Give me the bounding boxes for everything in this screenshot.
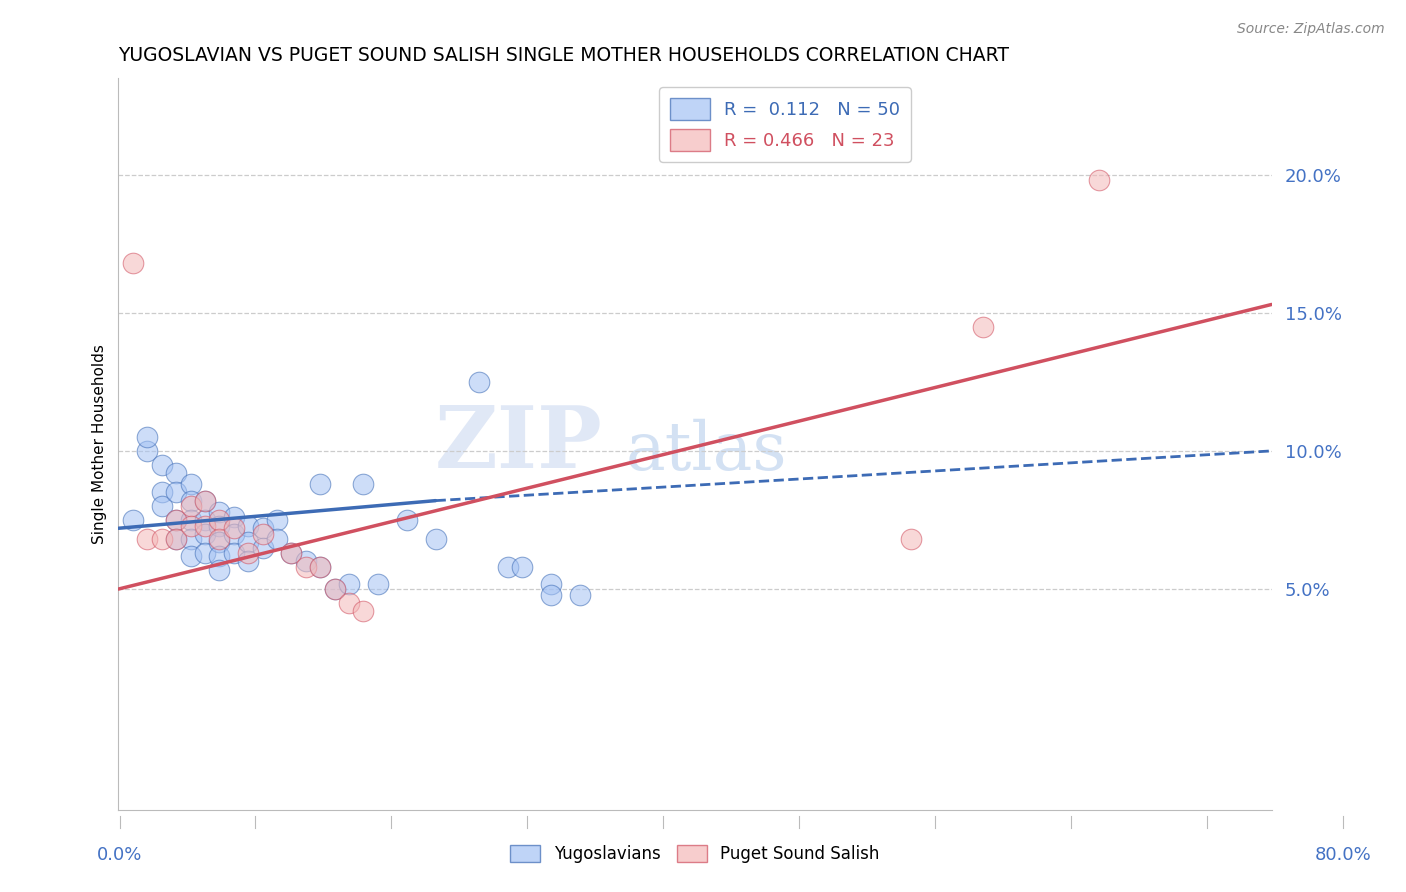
Point (194, 493, 217, 508)
Point (180, 513, 202, 527)
Point (337, 576, 360, 591)
Point (165, 513, 187, 527)
Point (309, 477, 332, 491)
Point (222, 546, 245, 560)
Point (136, 533, 159, 547)
Point (280, 546, 302, 560)
Text: Source: ZipAtlas.com: Source: ZipAtlas.com (1237, 22, 1385, 37)
Point (180, 477, 202, 491)
Point (252, 526, 274, 541)
Point (222, 510, 245, 524)
Point (568, 588, 591, 602)
Point (222, 526, 245, 541)
Point (121, 256, 143, 270)
Point (194, 493, 217, 508)
Legend: R =  0.112   N = 50, R = 0.466   N = 23: R = 0.112 N = 50, R = 0.466 N = 23 (659, 87, 911, 161)
Point (238, 546, 260, 560)
Point (208, 533, 231, 547)
Point (150, 458, 173, 472)
Point (165, 485, 187, 500)
Point (323, 582, 346, 596)
Point (136, 443, 159, 458)
Point (180, 533, 202, 547)
Point (208, 505, 231, 519)
Point (194, 526, 217, 541)
Point (252, 521, 274, 535)
Point (1087, 173, 1109, 187)
Point (540, 576, 562, 591)
Point (150, 485, 173, 500)
Point (194, 546, 217, 560)
Point (194, 518, 217, 533)
Point (194, 513, 217, 527)
Point (150, 533, 173, 547)
Point (165, 533, 187, 547)
Point (425, 533, 447, 547)
Point (165, 533, 187, 547)
Point (540, 588, 562, 602)
Point (222, 521, 245, 535)
Point (266, 533, 288, 547)
Point (252, 541, 274, 555)
Point (496, 560, 519, 574)
Point (323, 582, 346, 596)
Point (238, 554, 260, 568)
Point (309, 560, 332, 574)
Point (309, 560, 332, 574)
Point (121, 513, 143, 527)
Text: 0.0%: 0.0% (97, 846, 142, 863)
Point (295, 560, 318, 574)
Text: atlas: atlas (626, 418, 787, 484)
Point (150, 499, 173, 513)
Point (353, 604, 375, 618)
Point (165, 466, 187, 480)
Text: ZIP: ZIP (434, 402, 603, 486)
Point (266, 513, 288, 527)
Point (367, 576, 389, 591)
Point (165, 513, 187, 527)
Point (510, 560, 533, 574)
Point (208, 535, 231, 549)
Point (208, 563, 231, 577)
Point (180, 493, 202, 508)
Point (337, 596, 360, 610)
Point (972, 319, 994, 334)
Point (395, 513, 418, 527)
Point (280, 546, 302, 560)
Point (180, 518, 202, 533)
Point (238, 535, 260, 549)
Point (208, 549, 231, 563)
Point (295, 554, 318, 568)
Point (208, 513, 231, 527)
Point (136, 430, 159, 444)
Point (468, 375, 491, 389)
Point (208, 518, 231, 533)
Y-axis label: Single Mother Households: Single Mother Households (93, 344, 107, 544)
Point (180, 499, 202, 513)
Text: YUGOSLAVIAN VS PUGET SOUND SALISH SINGLE MOTHER HOUSEHOLDS CORRELATION CHART: YUGOSLAVIAN VS PUGET SOUND SALISH SINGLE… (118, 46, 1010, 65)
Point (180, 549, 202, 563)
Text: 80.0%: 80.0% (1315, 846, 1371, 863)
Point (238, 518, 260, 533)
Point (900, 533, 922, 547)
Point (353, 477, 375, 491)
